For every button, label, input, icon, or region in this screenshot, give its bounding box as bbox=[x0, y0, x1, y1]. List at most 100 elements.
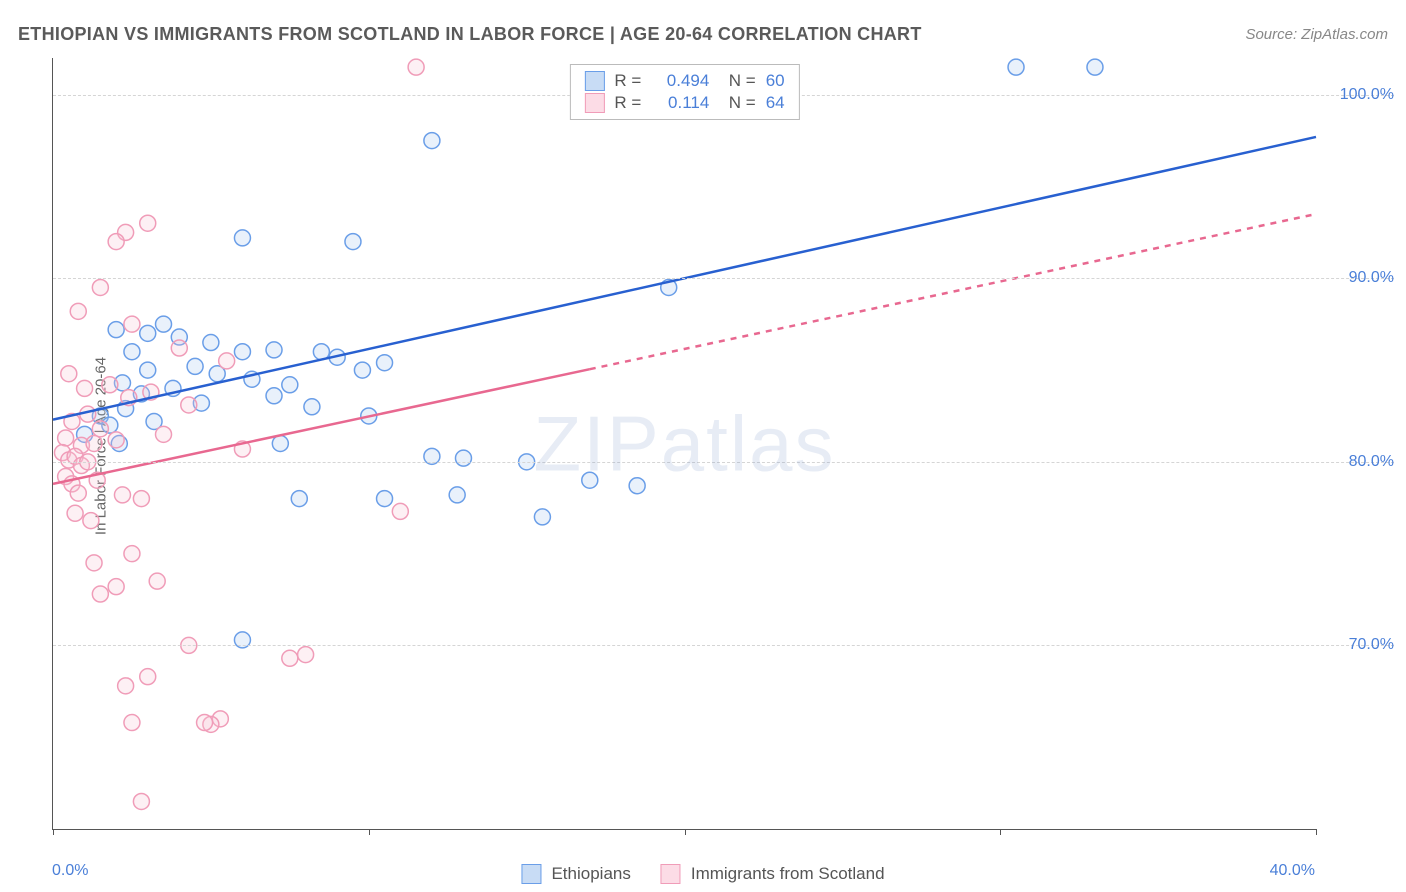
data-point bbox=[140, 215, 156, 231]
data-point bbox=[61, 366, 77, 382]
data-point bbox=[92, 586, 108, 602]
data-point bbox=[124, 715, 140, 731]
trend-line bbox=[53, 369, 590, 484]
bottom-legend-item: Ethiopians bbox=[521, 864, 630, 884]
y-tick-label: 70.0% bbox=[1349, 636, 1394, 654]
data-point bbox=[266, 342, 282, 358]
x-tick bbox=[1000, 829, 1001, 835]
data-point bbox=[424, 133, 440, 149]
legend-n-label: N = bbox=[719, 71, 755, 91]
data-point bbox=[171, 340, 187, 356]
gridline bbox=[53, 462, 1394, 463]
data-point bbox=[392, 503, 408, 519]
data-point bbox=[197, 715, 213, 731]
data-point bbox=[1008, 59, 1024, 75]
data-point bbox=[203, 335, 219, 351]
legend-swatch bbox=[521, 864, 541, 884]
data-point bbox=[345, 234, 361, 250]
data-point bbox=[133, 491, 149, 507]
data-point bbox=[124, 546, 140, 562]
legend-r-value: 0.114 bbox=[651, 93, 709, 113]
data-point bbox=[70, 485, 86, 501]
data-point bbox=[455, 450, 471, 466]
source-attribution: Source: ZipAtlas.com bbox=[1245, 26, 1388, 43]
chart-title: ETHIOPIAN VS IMMIGRANTS FROM SCOTLAND IN… bbox=[18, 24, 922, 45]
data-point bbox=[77, 380, 93, 396]
x-tick bbox=[1316, 829, 1317, 835]
data-point bbox=[86, 555, 102, 571]
data-point bbox=[377, 355, 393, 371]
data-point bbox=[449, 487, 465, 503]
data-point bbox=[140, 325, 156, 341]
data-point bbox=[156, 426, 172, 442]
data-point bbox=[272, 436, 288, 452]
gridline bbox=[53, 645, 1394, 646]
data-point bbox=[108, 322, 124, 338]
data-point bbox=[114, 487, 130, 503]
trend-line-extrapolated bbox=[590, 214, 1316, 369]
x-tick bbox=[369, 829, 370, 835]
legend-n-label: N = bbox=[719, 93, 755, 113]
y-tick-label: 90.0% bbox=[1349, 269, 1394, 287]
data-point bbox=[108, 579, 124, 595]
legend-swatch bbox=[661, 864, 681, 884]
data-point bbox=[133, 793, 149, 809]
data-point bbox=[92, 421, 108, 437]
bottom-legend-item: Immigrants from Scotland bbox=[661, 864, 885, 884]
data-point bbox=[298, 647, 314, 663]
x-tick bbox=[685, 829, 686, 835]
x-tick bbox=[53, 829, 54, 835]
data-point bbox=[219, 353, 235, 369]
data-point bbox=[149, 573, 165, 589]
data-point bbox=[377, 491, 393, 507]
scatter-svg bbox=[53, 58, 1316, 829]
legend-r-value: 0.494 bbox=[651, 71, 709, 91]
data-point bbox=[187, 358, 203, 374]
legend-label: Immigrants from Scotland bbox=[691, 864, 885, 884]
data-point bbox=[124, 316, 140, 332]
data-point bbox=[58, 430, 74, 446]
data-point bbox=[629, 478, 645, 494]
data-point bbox=[70, 303, 86, 319]
data-point bbox=[108, 234, 124, 250]
data-point bbox=[354, 362, 370, 378]
legend-label: Ethiopians bbox=[551, 864, 630, 884]
data-point bbox=[1087, 59, 1103, 75]
data-point bbox=[282, 377, 298, 393]
x-tick-label: 0.0% bbox=[52, 862, 88, 880]
data-point bbox=[234, 230, 250, 246]
data-point bbox=[140, 669, 156, 685]
data-point bbox=[266, 388, 282, 404]
data-point bbox=[408, 59, 424, 75]
legend-stats-box: R = 0.494 N = 60 R = 0.114 N = 64 bbox=[569, 64, 799, 120]
data-point bbox=[181, 397, 197, 413]
legend-swatch bbox=[584, 93, 604, 113]
data-point bbox=[582, 472, 598, 488]
gridline bbox=[53, 278, 1394, 279]
legend-stat-row: R = 0.114 N = 64 bbox=[584, 93, 784, 113]
legend-swatch bbox=[584, 71, 604, 91]
data-point bbox=[124, 344, 140, 360]
legend-r-label: R = bbox=[614, 71, 641, 91]
data-point bbox=[304, 399, 320, 415]
data-point bbox=[67, 505, 83, 521]
legend-n-value: 64 bbox=[766, 93, 785, 113]
data-point bbox=[156, 316, 172, 332]
y-tick-label: 100.0% bbox=[1340, 86, 1394, 104]
data-point bbox=[92, 279, 108, 295]
y-tick-label: 80.0% bbox=[1349, 453, 1394, 471]
legend-n-value: 60 bbox=[766, 71, 785, 91]
data-point bbox=[108, 432, 124, 448]
bottom-legend: Ethiopians Immigrants from Scotland bbox=[521, 864, 884, 884]
legend-r-label: R = bbox=[614, 93, 641, 113]
data-point bbox=[282, 650, 298, 666]
data-point bbox=[102, 377, 118, 393]
legend-stat-row: R = 0.494 N = 60 bbox=[584, 71, 784, 91]
x-tick-label: 40.0% bbox=[1270, 862, 1315, 880]
plot-area: ZIPatlas R = 0.494 N = 60 R = 0.114 N = … bbox=[52, 58, 1316, 830]
data-point bbox=[140, 362, 156, 378]
data-point bbox=[291, 491, 307, 507]
data-point bbox=[234, 344, 250, 360]
data-point bbox=[118, 678, 134, 694]
data-point bbox=[534, 509, 550, 525]
